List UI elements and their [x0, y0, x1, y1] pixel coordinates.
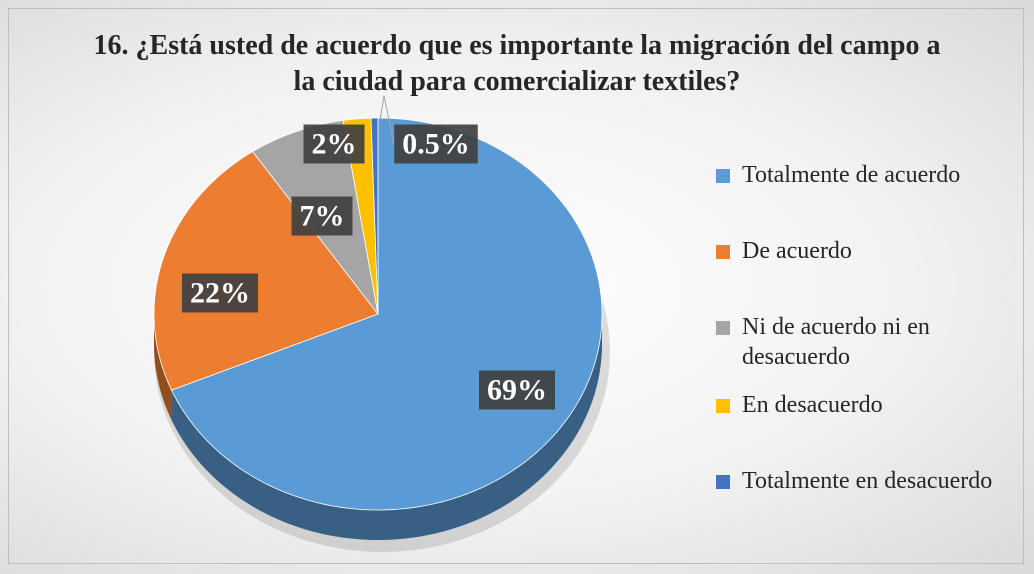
slice-side — [171, 314, 603, 540]
slice — [153, 151, 379, 391]
legend-item: De acuerdo — [716, 236, 1016, 266]
legend-swatch — [716, 245, 730, 259]
data-label-box — [479, 370, 555, 410]
slice-side — [154, 314, 172, 421]
legend-item: Totalmente de acuerdo — [716, 160, 1016, 190]
legend-label: Totalmente de acuerdo — [742, 162, 961, 188]
legend-label: En desacuerdo — [742, 392, 883, 418]
legend-item: Totalmente en desacuerdo — [716, 466, 1016, 496]
legend-label: Totalmente en desacuerdo — [742, 468, 993, 494]
data-label-group: 7% — [291, 196, 353, 236]
data-label: 7% — [300, 200, 345, 233]
data-label-group: 2% — [303, 124, 365, 164]
data-label-box — [291, 196, 353, 236]
data-label: 69% — [487, 374, 547, 407]
data-label-group: 69% — [479, 370, 555, 410]
chart-title: 16. ¿Está usted de acuerdo que es import… — [93, 30, 941, 97]
slice — [171, 117, 603, 511]
legend-swatch — [716, 321, 730, 335]
slice — [370, 117, 379, 315]
data-label-box — [182, 273, 258, 313]
data-label-box — [303, 124, 365, 164]
slice — [342, 117, 379, 315]
data-label-box — [394, 124, 478, 164]
data-label: 2% — [312, 128, 357, 161]
legend-swatch — [716, 475, 730, 489]
data-label-group: 0.5% — [394, 124, 478, 164]
leader-line — [379, 95, 395, 145]
data-label: 0.5% — [402, 128, 470, 161]
data-label: 22% — [190, 277, 250, 310]
legend-swatch — [716, 169, 730, 183]
chart-frame — [8, 8, 1024, 564]
legend-label: De acuerdo — [742, 238, 852, 264]
data-label-group: 22% — [182, 273, 258, 313]
legend-item: En desacuerdo — [716, 390, 1016, 420]
legend-label: Ni de acuerdo ni en desacuerdo — [742, 314, 930, 370]
legend-swatch — [716, 399, 730, 413]
legend-item: Ni de acuerdo ni en desacuerdo — [716, 312, 1016, 372]
